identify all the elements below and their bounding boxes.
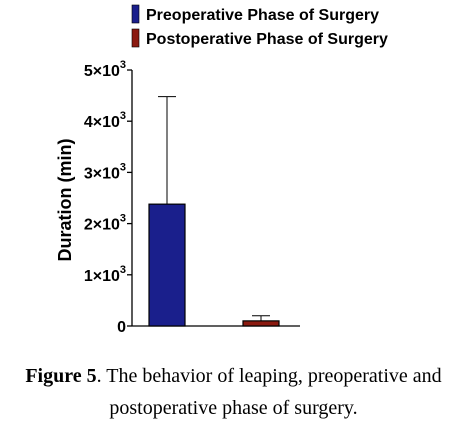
legend-label-1: Preoperative Phase of Surgery	[146, 7, 379, 24]
legend-swatch-1	[131, 4, 140, 24]
y-tick-label: 1×103	[84, 264, 126, 285]
caption-text-line1: . The behavior of leaping, preoperative …	[96, 365, 442, 387]
y-axis: 0 1×103 2×103 3×103 4×103 5×103	[84, 59, 300, 336]
y-tick-label: 3×103	[84, 161, 126, 182]
y-tick-label: 5×103	[84, 59, 126, 80]
y-tick-label: 2×103	[84, 213, 126, 234]
legend-label-2: Postoperative Phase of Surgery	[146, 31, 388, 48]
caption-label: Figure 5	[25, 365, 97, 387]
y-axis-label: Duration (min)	[55, 139, 75, 262]
caption-text-line2: postoperative phase of surgery.	[109, 397, 358, 419]
bar-2	[242, 320, 280, 327]
bar-1	[148, 203, 186, 327]
error-bars	[158, 96, 270, 321]
bar-chart: Preoperative Phase of Surgery Postoperati…	[55, 4, 388, 336]
y-tick-label: 4×103	[84, 110, 126, 131]
legend-swatch-2	[131, 28, 140, 48]
figure-caption: Figure 5. The behavior of leaping, preop…	[0, 360, 467, 424]
legend: Preoperative Phase of Surgery Postoperati…	[131, 4, 388, 48]
bars	[148, 203, 280, 327]
y-tick-label: 0	[117, 319, 126, 336]
